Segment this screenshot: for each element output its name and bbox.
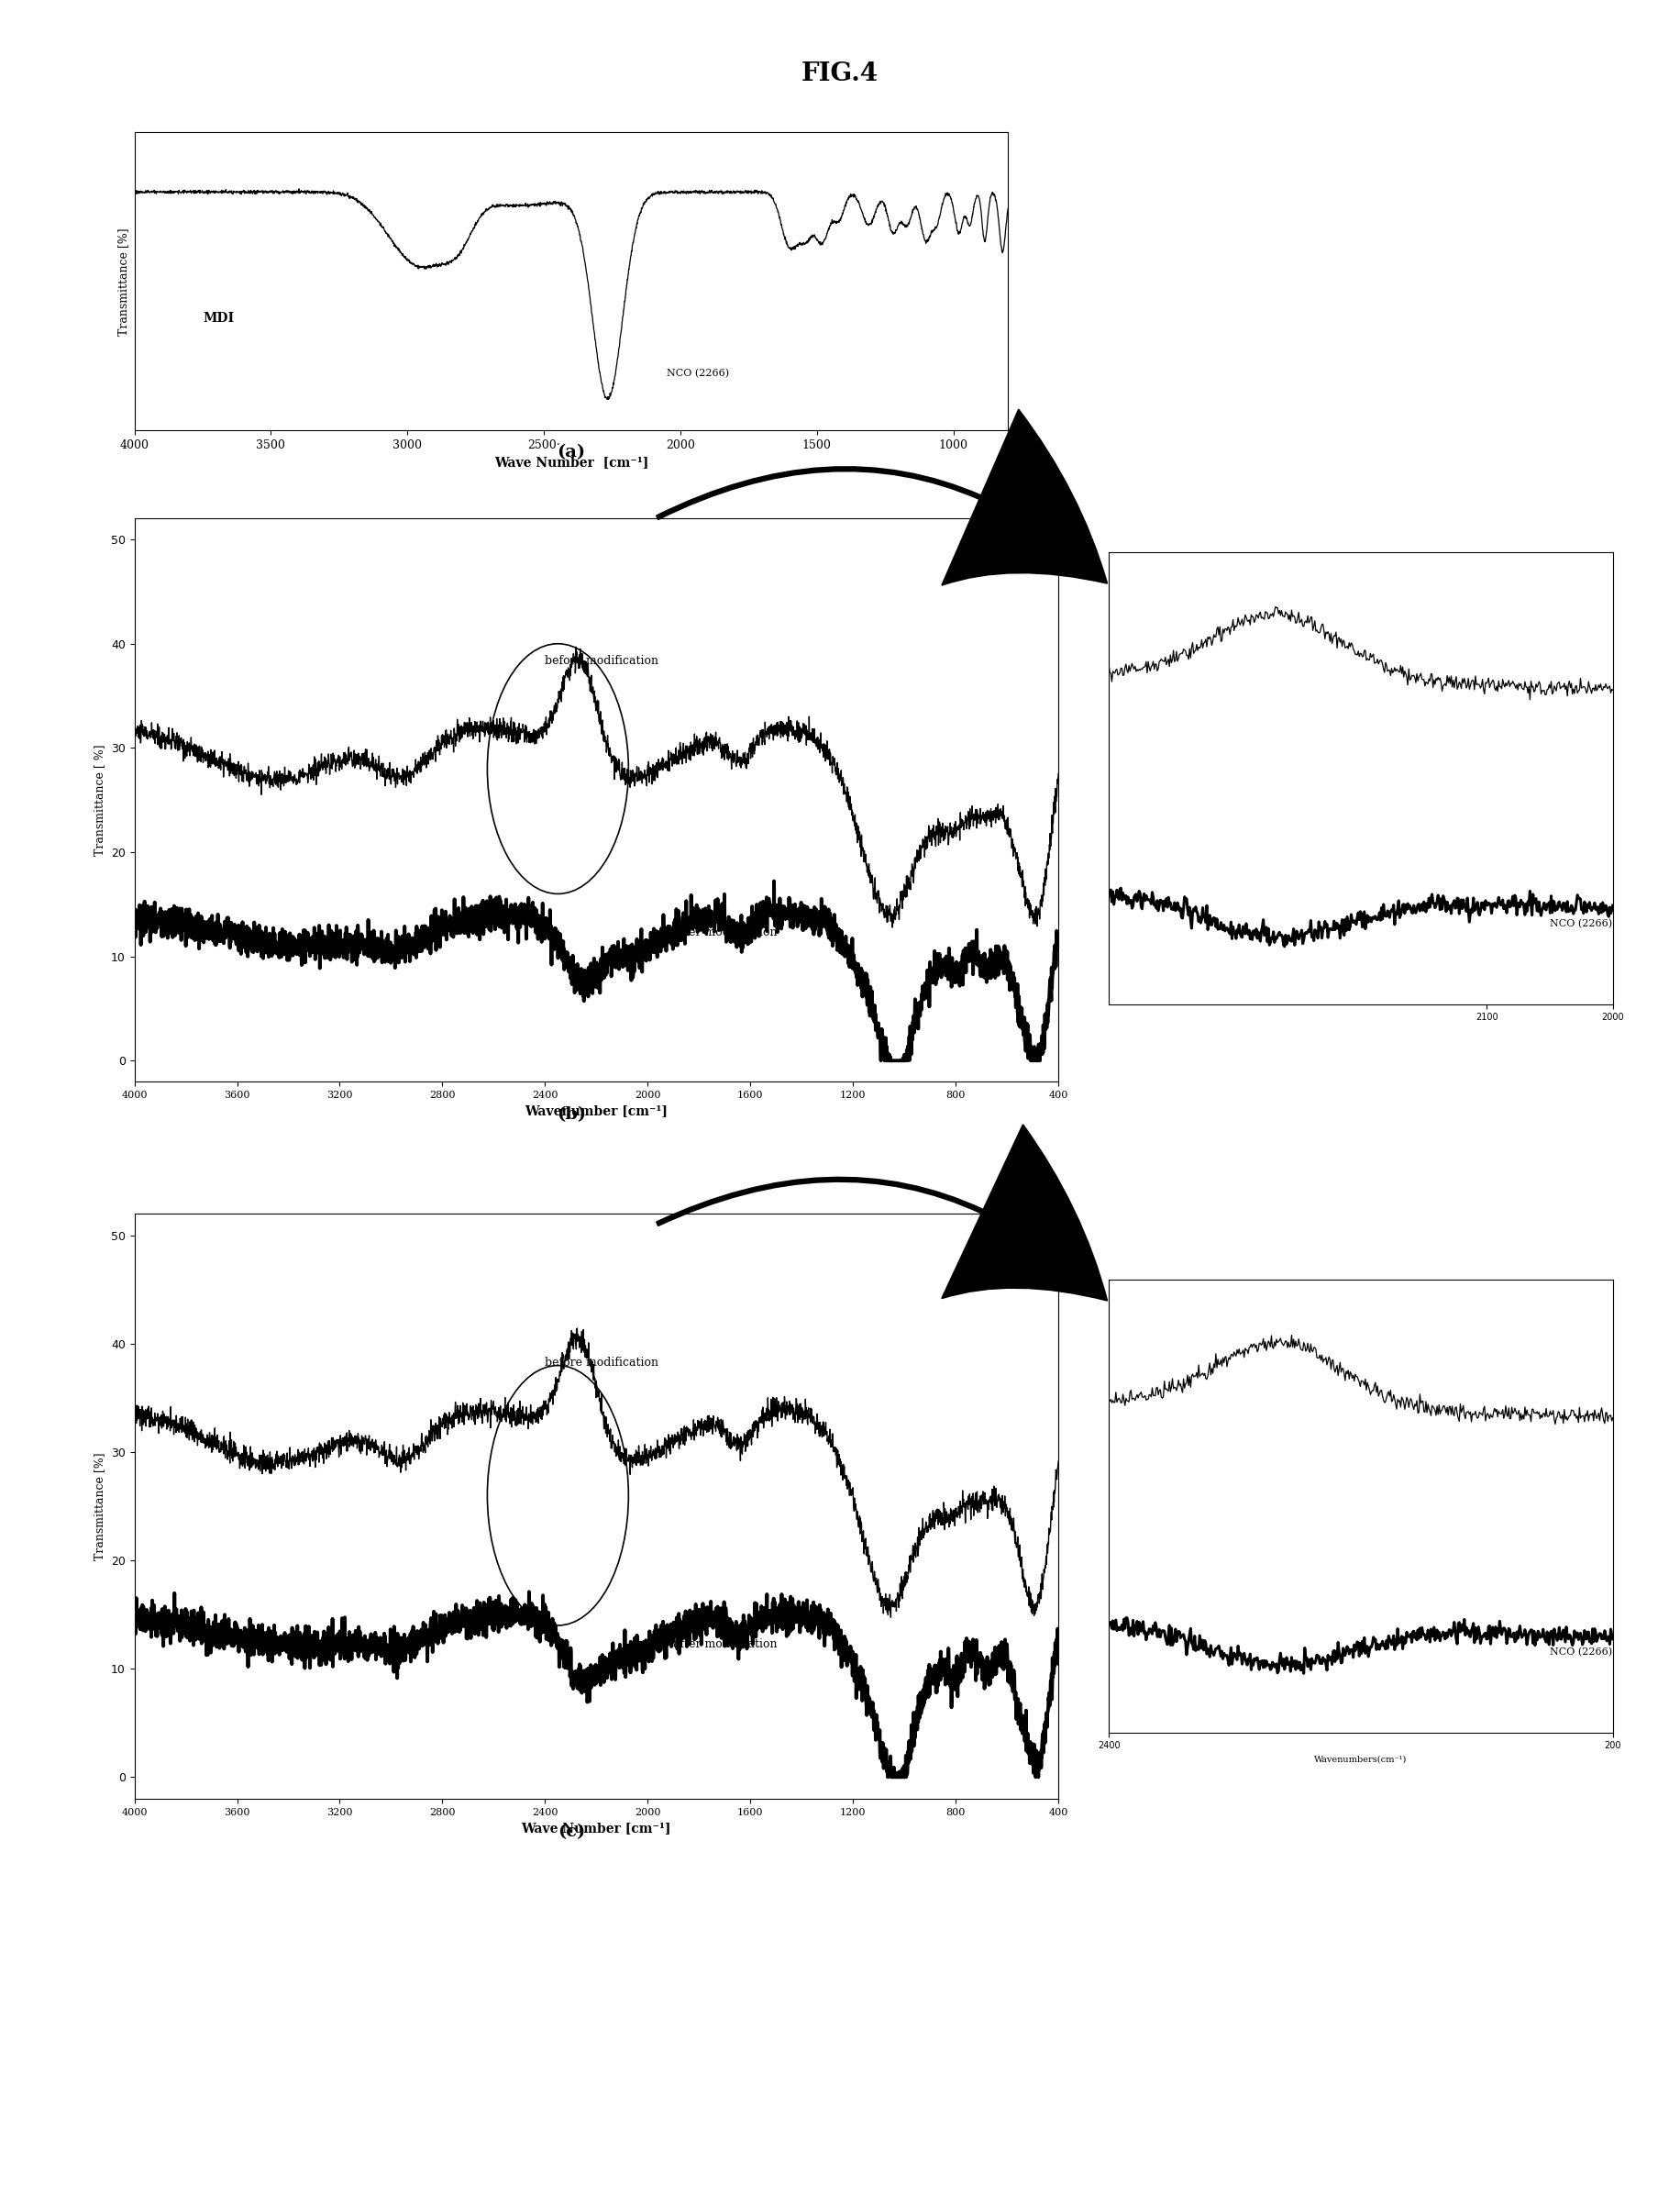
- Text: FIG.4: FIG.4: [801, 62, 879, 86]
- Text: MDI: MDI: [203, 311, 234, 324]
- Text: (b): (b): [556, 1106, 586, 1123]
- Y-axis label: Transmittance [ %]: Transmittance [ %]: [94, 744, 106, 856]
- Y-axis label: Transmittance [%]: Transmittance [%]: [118, 227, 129, 335]
- Text: NCO (2266): NCO (2266): [667, 369, 729, 377]
- Text: NCO (2266): NCO (2266): [1549, 1646, 1613, 1657]
- X-axis label: Wavenumber [cm⁻¹]: Wavenumber [cm⁻¹]: [524, 1106, 669, 1117]
- Text: (c): (c): [558, 1823, 585, 1841]
- X-axis label: Wavenumbers(cm⁻¹): Wavenumbers(cm⁻¹): [1314, 1757, 1408, 1763]
- X-axis label: Wave Number  [cm⁻¹]: Wave Number [cm⁻¹]: [494, 457, 648, 470]
- Text: before modification: before modification: [544, 655, 659, 667]
- X-axis label: Wave Number [cm⁻¹]: Wave Number [cm⁻¹]: [521, 1823, 672, 1834]
- Text: after modification: after modification: [674, 927, 778, 938]
- Text: before modification: before modification: [544, 1357, 659, 1368]
- Text: after modification: after modification: [674, 1638, 778, 1651]
- Text: (a): (a): [558, 444, 585, 461]
- Text: NCO (2266): NCO (2266): [1549, 918, 1613, 929]
- Y-axis label: Transmittance [%]: Transmittance [%]: [94, 1452, 106, 1560]
